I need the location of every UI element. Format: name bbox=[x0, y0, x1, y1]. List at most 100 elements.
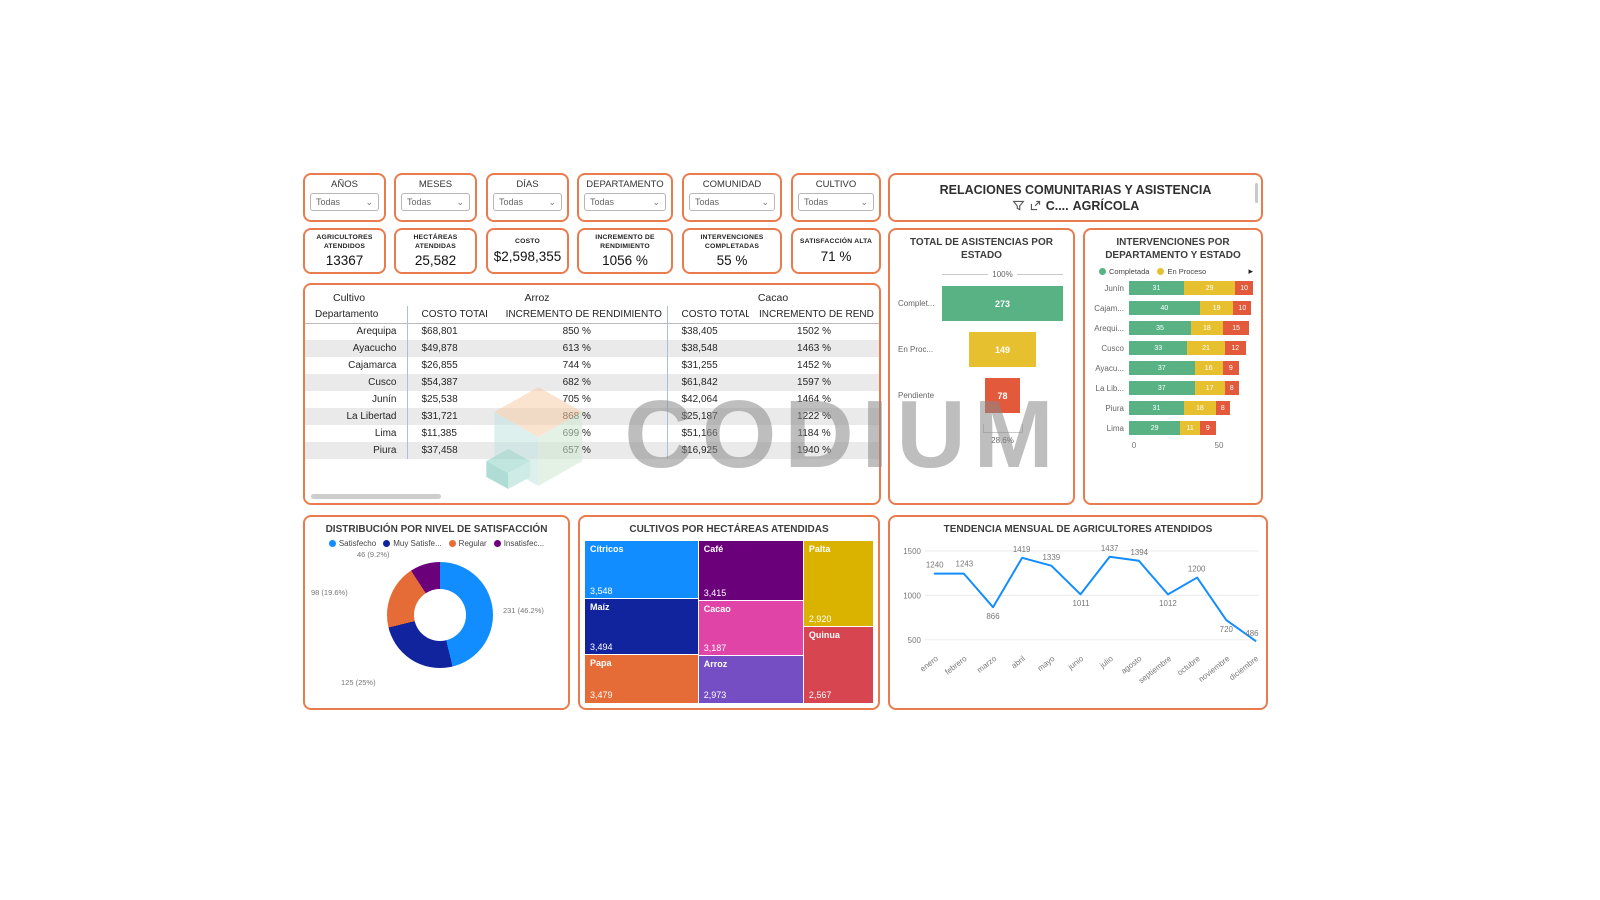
category-label: Junín bbox=[1104, 283, 1124, 293]
bar-segment-en-proceso[interactable]: 11 bbox=[1180, 421, 1200, 435]
slicer-value: Todas bbox=[804, 197, 829, 207]
bar-segment-completada[interactable]: 37 bbox=[1129, 361, 1195, 375]
matrix-visual: Cultivo Arroz Cacao Departamento COSTO T… bbox=[303, 283, 881, 505]
bar-segment-pendiente[interactable]: 9 bbox=[1222, 361, 1239, 375]
bar-segment-en-proceso[interactable]: 18 bbox=[1191, 321, 1223, 335]
segment-value: 12 bbox=[1231, 344, 1240, 352]
legend-item-completada[interactable]: Completada bbox=[1099, 267, 1149, 276]
filter-icon[interactable] bbox=[1012, 199, 1025, 212]
slicer-meses-dropdown[interactable]: Todas ⌄ bbox=[401, 193, 470, 211]
table-row[interactable]: Ayacucho $49,878 613 % $38,548 1463 % bbox=[305, 340, 879, 357]
column-header: COSTO TOTAL bbox=[406, 306, 487, 323]
bar-row-piura: Piura 31 18 8 bbox=[1091, 401, 1253, 415]
bar-segment-completada[interactable]: 31 bbox=[1129, 401, 1184, 415]
bar-segment-completada[interactable]: 37 bbox=[1129, 381, 1195, 395]
vertical-scrollbar[interactable] bbox=[1255, 183, 1258, 203]
line-series[interactable] bbox=[933, 555, 1257, 642]
treemap-tile-maiz[interactable]: Maíz 3,494 bbox=[584, 597, 700, 657]
table-row[interactable]: Lima $11,385 699 % $51,166 1184 % bbox=[305, 425, 879, 442]
bar-segment-completada[interactable]: 31 bbox=[1129, 281, 1184, 295]
bar-segment-completada[interactable]: 33 bbox=[1129, 341, 1188, 355]
funnel-bar-pendiente[interactable]: 78 bbox=[985, 378, 1020, 413]
slicer-dias-dropdown[interactable]: Todas ⌄ bbox=[493, 193, 562, 211]
matrix-cell: Cusco bbox=[368, 377, 397, 388]
bar-segment-pendiente[interactable]: 10 bbox=[1233, 301, 1252, 315]
segment-value: 21 bbox=[1202, 344, 1210, 352]
matrix-cell: $25,538 bbox=[406, 391, 487, 408]
horizontal-scrollbar[interactable] bbox=[311, 494, 873, 499]
matrix-table: Cultivo Arroz Cacao Departamento COSTO T… bbox=[305, 289, 879, 459]
slicer-anos-dropdown[interactable]: Todas ⌄ bbox=[310, 193, 379, 211]
scrollbar-thumb[interactable] bbox=[311, 494, 441, 499]
table-row[interactable]: Piura $37,458 657 % $16,925 1940 % bbox=[305, 442, 879, 459]
slicer-departamento-dropdown[interactable]: Todas ⌄ bbox=[584, 193, 666, 211]
bar-segment-en-proceso[interactable]: 18 bbox=[1183, 401, 1216, 415]
treemap-tile-cacao[interactable]: Cacao 3,187 bbox=[697, 599, 805, 658]
matrix-cell: 850 % bbox=[562, 326, 591, 338]
legend-item-regular[interactable]: Regular bbox=[448, 539, 487, 548]
treemap-tile-palta[interactable]: Palta 2,920 bbox=[802, 540, 874, 628]
matrix-cell: 1502 % bbox=[797, 326, 831, 338]
legend-next-icon[interactable]: ▸ bbox=[1248, 266, 1253, 276]
bar-segment-en-proceso[interactable]: 17 bbox=[1194, 381, 1225, 395]
bar-segment-pendiente[interactable]: 12 bbox=[1224, 341, 1246, 355]
funnel-visual: TOTAL DE ASISTENCIAS POR ESTADO 100% Com… bbox=[888, 228, 1075, 505]
table-row[interactable]: Junín $25,538 705 % $42,064 1464 % bbox=[305, 391, 879, 408]
tile-name: Café bbox=[703, 544, 724, 554]
treemap-tile-citricos[interactable]: Cítricos 3,548 bbox=[584, 540, 700, 600]
legend-label: Satisfecho bbox=[338, 539, 377, 548]
slicer-value: Todas bbox=[590, 197, 615, 207]
treemap-tile-papa[interactable]: Papa 3,479 bbox=[584, 654, 700, 704]
donut-chart[interactable] bbox=[387, 562, 493, 668]
popout-icon[interactable] bbox=[1029, 199, 1042, 212]
funnel-bar-en-proceso[interactable]: 149 bbox=[969, 332, 1036, 367]
funnel-bar-completada[interactable]: 273 bbox=[942, 286, 1063, 321]
slicer-comunidad: COMUNIDAD Todas ⌄ bbox=[682, 173, 782, 222]
donut-plot: 46 (9.2%) 98 (19.6%) 125 (25%) 231 (46.2… bbox=[305, 550, 568, 698]
slicer-value: Todas bbox=[499, 197, 524, 207]
treemap-tile-arroz[interactable]: Arroz 2,973 bbox=[697, 655, 805, 704]
legend-item-en-proceso[interactable]: En Proceso bbox=[1157, 267, 1206, 276]
table-row[interactable]: Arequipa $68,801 850 % $38,405 1502 % bbox=[305, 323, 879, 340]
bar-segment-en-proceso[interactable]: 19 bbox=[1199, 301, 1234, 315]
line-chart[interactable]: 1500 1000 500 1240 1243 866 1419 1339 10… bbox=[894, 539, 1264, 709]
matrix-cell: $11,385 bbox=[406, 425, 487, 442]
legend-item-insatisfecho[interactable]: Insatisfec... bbox=[493, 539, 544, 548]
slicer-label: MESES bbox=[418, 179, 453, 190]
tile-value: 3,187 bbox=[703, 643, 727, 654]
bar-segment-completada[interactable]: 40 bbox=[1129, 301, 1200, 315]
table-row[interactable]: Cusco $54,387 682 % $61,842 1597 % bbox=[305, 374, 879, 391]
legend-item-muy-satisfecho[interactable]: Muy Satisfe... bbox=[383, 539, 442, 548]
treemap-tile-quinua[interactable]: Quinua 2,567 bbox=[802, 625, 874, 704]
treemap-tile-cafe[interactable]: Café 3,415 bbox=[697, 540, 805, 602]
table-row[interactable]: Cajamarca $26,855 744 % $31,255 1452 % bbox=[305, 357, 879, 374]
bar-segment-pendiente[interactable]: 8 bbox=[1224, 381, 1239, 395]
bar-segment-pendiente[interactable]: 9 bbox=[1199, 421, 1216, 435]
kpi-intervenciones: INTERVENCIONES COMPLETADAS 55 % bbox=[682, 228, 782, 274]
slicer-value: Todas bbox=[695, 197, 720, 207]
stacked-bar-visual: INTERVENCIONES POR DEPARTAMENTO Y ESTADO… bbox=[1083, 228, 1263, 505]
bar-segment-completada[interactable]: 29 bbox=[1129, 421, 1181, 435]
segment-value: 18 bbox=[1195, 404, 1204, 412]
x-tick: 50 bbox=[1214, 441, 1224, 450]
x-tick: marzo bbox=[975, 654, 998, 675]
matrix-cell: $25,187 bbox=[666, 408, 749, 425]
bar-segment-pendiente[interactable]: 8 bbox=[1215, 401, 1230, 415]
slicer-comunidad-dropdown[interactable]: Todas ⌄ bbox=[689, 193, 775, 211]
tile-name: Palta bbox=[808, 544, 831, 554]
bar-segment-en-proceso[interactable]: 29 bbox=[1183, 281, 1236, 295]
legend-item-satisfecho[interactable]: Satisfecho bbox=[328, 539, 377, 548]
funnel-top-bracket: 100% bbox=[898, 270, 1063, 279]
bar-segment-pendiente[interactable]: 10 bbox=[1235, 281, 1253, 295]
bar-segment-pendiente[interactable]: 15 bbox=[1222, 321, 1250, 335]
slicer-cultivo-dropdown[interactable]: Todas ⌄ bbox=[798, 193, 874, 211]
x-tick: agosto bbox=[1119, 654, 1144, 676]
table-row[interactable]: La Libertad $31,721 868 % $25,187 1222 % bbox=[305, 408, 879, 425]
funnel-top-percent: 100% bbox=[992, 270, 1013, 279]
kpi-hectareas: HECTÁREAS ATENDIDAS 25,582 bbox=[394, 228, 477, 274]
chart-title: DISTRIBUCIÓN POR NIVEL DE SATISFACCIÓN bbox=[325, 524, 548, 535]
funnel-conversion: 28.6% bbox=[898, 424, 1063, 445]
bar-segment-en-proceso[interactable]: 21 bbox=[1187, 341, 1225, 355]
bar-segment-completada[interactable]: 35 bbox=[1129, 321, 1191, 335]
bar-segment-en-proceso[interactable]: 16 bbox=[1194, 361, 1223, 375]
